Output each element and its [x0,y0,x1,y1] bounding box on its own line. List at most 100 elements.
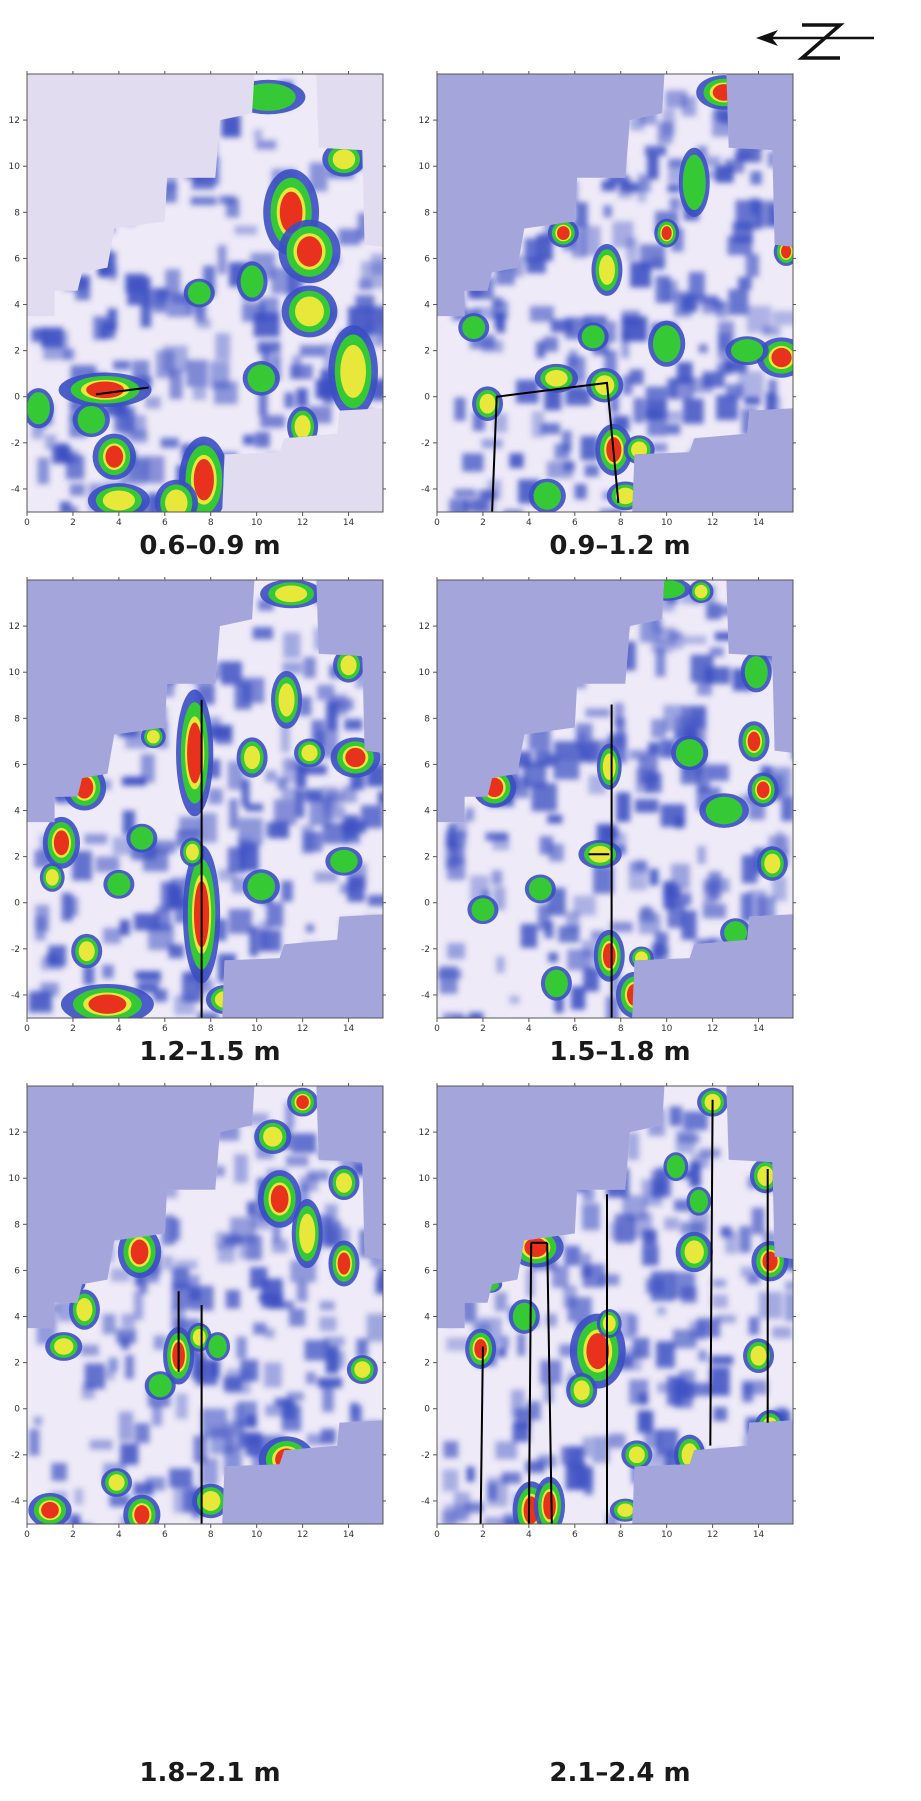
gpr-panel-0.9-1.2: 0 2 4 6 8 10 12 14 12 10 8 6 4 2 0 -2 -4 [410,64,820,534]
interpretation-line [491,381,620,512]
x-tick-label: 8 [208,1530,214,1540]
anomaly-blob [294,738,326,768]
y-tick-label: 8 [14,714,20,724]
x-tick-label: 8 [208,518,214,528]
anomaly-blob [743,1338,775,1374]
gpr-panel-1.2-1.5: 0 2 4 6 8 10 12 14 12 10 8 6 4 2 0 -2 -4 [0,570,410,1040]
plot-frame [436,73,794,513]
anomaly-blob [686,1186,712,1216]
y-tick-label: 2 [424,347,430,357]
gpr-panel-1.5-1.8: 0 2 4 6 8 10 12 14 12 10 8 6 4 2 0 -2 -4 [410,570,820,1040]
anomaly-blob [747,772,779,808]
x-tick-label: 14 [343,1530,355,1540]
x-tick-label: 10 [661,1530,673,1540]
anomaly-blob [236,737,268,778]
anomaly-blob [140,725,166,749]
y-tick-label: 12 [9,622,20,632]
plot-frame [436,1085,794,1525]
interpretation-line [709,1099,714,1446]
anomaly-blob [123,1494,161,1524]
y-tick-label: 12 [9,116,20,126]
y-tick-label: 0 [424,899,430,909]
x-tick-label: 8 [618,518,624,528]
x-tick-label: 4 [116,1530,122,1540]
anomaly-blob [586,367,624,403]
y-tick-label: 12 [9,1128,20,1138]
anomaly-blob [738,721,770,762]
x-tick-label: 6 [572,518,578,528]
x-tick-label: 2 [480,1530,486,1540]
x-tick-label: 0 [434,1530,440,1540]
anomaly-blob [257,1170,302,1228]
x-tick-label: 4 [116,518,122,528]
x-tick-label: 12 [297,1024,308,1034]
x-tick-label: 12 [707,518,718,528]
x-tick-label: 12 [707,1024,718,1034]
anomaly-blob [27,388,54,429]
x-tick-label: 2 [480,1024,486,1034]
anomaly-blob [117,1226,162,1278]
anomaly-blob [472,386,504,421]
anomaly-blob [72,402,110,438]
anomaly-blob [671,735,709,771]
x-tick-label: 6 [162,1024,168,1034]
anomaly-blob [287,1087,319,1117]
y-tick-label: 12 [419,1128,430,1138]
anomaly-blob [71,933,103,969]
x-tick-label: 6 [572,1024,578,1034]
anomaly-blob [467,895,499,925]
anomaly-blob [540,966,572,1001]
anomaly-blob [756,846,788,881]
anomaly-blob [28,1492,72,1524]
anomaly-blob [720,918,752,948]
depth-caption: 0.9–1.2 m [549,531,691,561]
y-tick-label: -4 [421,485,430,495]
anomaly-blob [325,846,363,876]
y-tick-label: 10 [9,668,21,678]
heatmap-plot: 0 2 4 6 8 10 12 14 12 10 8 6 4 2 0 -2 -4 [9,577,386,1034]
depth-caption: 2.1–2.4 m [549,1758,691,1788]
y-tick-label: -2 [421,1451,430,1461]
y-tick-label: 0 [424,393,430,403]
anomaly-blob [534,1476,566,1524]
y-tick-label: -4 [421,1497,430,1507]
gpr-panel-1.8-2.1: 0 2 4 6 8 10 12 14 12 10 8 6 4 2 0 -2 -4 [0,1076,410,1546]
anomaly-blob [621,1440,653,1470]
y-tick-label: 10 [9,162,21,172]
anomaly-blob [756,337,793,378]
x-tick-label: 14 [753,1530,765,1540]
y-tick-label: 0 [14,393,20,403]
anomaly-blob [688,580,714,604]
anomaly-blob [648,320,686,367]
gpr-panel-0.6-0.9: 0 2 4 6 8 10 12 14 12 10 8 6 4 2 0 -2 -4 [0,64,410,534]
y-tick-label: -4 [11,1497,20,1507]
anomaly-blob [103,869,135,899]
y-tick-label: 10 [9,1174,21,1184]
anomaly-blob [60,983,154,1018]
x-tick-label: 12 [297,518,308,528]
y-tick-label: 4 [424,301,430,311]
y-tick-label: 2 [14,1359,20,1369]
y-tick-label: 6 [424,760,430,770]
anomaly-blob [281,285,338,338]
anomaly-blob [577,322,609,352]
anomaly-blob [699,793,749,828]
x-tick-label: 2 [480,518,486,528]
x-tick-label: 0 [24,1024,30,1034]
y-tick-label: 8 [14,1220,20,1230]
anomaly-blob [254,1119,292,1155]
depth-caption: 0.6–0.9 m [139,531,281,561]
depth-caption: 1.8–2.1 m [139,1758,281,1788]
anomaly-blob [458,313,490,342]
heatmap-plot: 0 2 4 6 8 10 12 14 12 10 8 6 4 2 0 -2 -4 [9,1083,386,1540]
y-tick-label: 2 [14,347,20,357]
anomaly-blob [663,1152,689,1182]
y-tick-label: -4 [421,991,430,1001]
x-tick-label: 10 [251,1024,263,1034]
anomaly-blob [465,1328,497,1369]
north-arrow-icon: N [756,22,886,77]
y-tick-label: -4 [11,485,20,495]
interpretation-line [527,1242,533,1524]
x-tick-label: 2 [70,518,76,528]
heatmap-plot: 0 2 4 6 8 10 12 14 12 10 8 6 4 2 0 -2 -4 [419,71,796,528]
